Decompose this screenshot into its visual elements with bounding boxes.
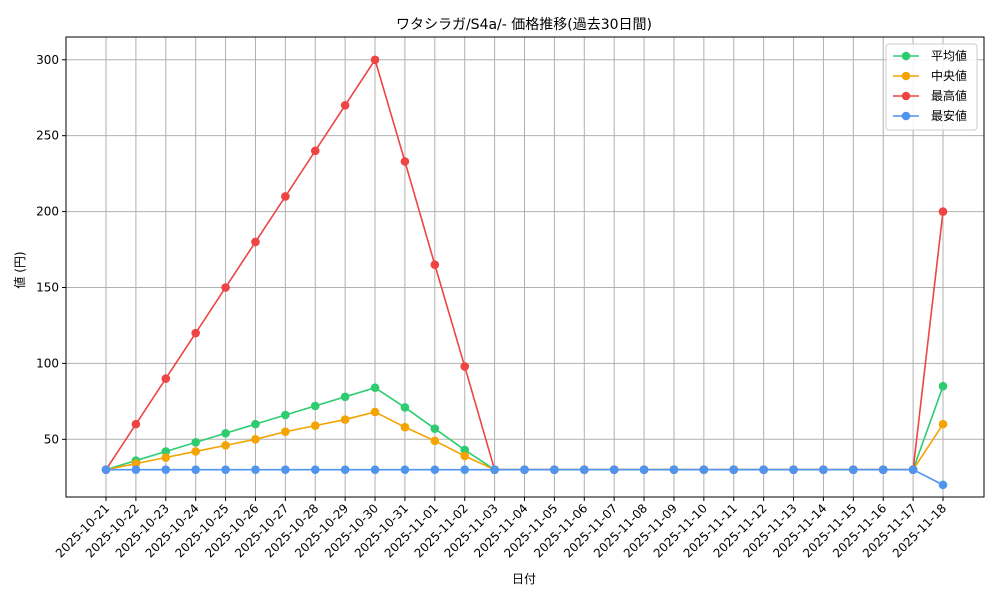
data-point bbox=[430, 424, 440, 433]
chart-title: ワタシラガ/S4a/- 価格推移(過去30日間) bbox=[396, 17, 652, 33]
data-point bbox=[460, 465, 470, 474]
data-point bbox=[520, 465, 529, 474]
data-point bbox=[400, 465, 410, 474]
legend-label: 最高値 bbox=[931, 88, 967, 103]
data-point bbox=[370, 407, 380, 417]
y-tick-label: 200 bbox=[36, 205, 59, 219]
data-point bbox=[131, 459, 141, 468]
data-point bbox=[221, 283, 230, 292]
data-point bbox=[310, 421, 320, 430]
legend-marker bbox=[901, 91, 911, 101]
y-tick-label: 50 bbox=[44, 432, 59, 446]
data-point bbox=[908, 465, 918, 474]
x-axis-title: 日付 bbox=[512, 572, 536, 586]
data-point bbox=[849, 465, 858, 474]
legend-marker bbox=[901, 71, 911, 81]
data-point bbox=[370, 55, 380, 65]
data-point bbox=[281, 465, 290, 474]
grid bbox=[66, 37, 984, 497]
data-point bbox=[221, 441, 230, 450]
x-axis-ticks: 2025-10-212025-10-222025-10-232025-10-24… bbox=[53, 497, 949, 560]
legend-label: 最安値 bbox=[931, 108, 967, 123]
data-point bbox=[251, 465, 260, 474]
data-point bbox=[251, 419, 260, 429]
data-point bbox=[400, 157, 410, 166]
data-point bbox=[579, 465, 589, 474]
data-point bbox=[400, 422, 410, 432]
data-point bbox=[161, 374, 171, 383]
data-point bbox=[191, 447, 200, 456]
legend-label: 中央値 bbox=[931, 68, 967, 83]
y-axis-title: 値 (円) bbox=[12, 251, 27, 288]
series-layer bbox=[101, 55, 948, 490]
data-point bbox=[430, 260, 440, 270]
data-point bbox=[430, 436, 440, 446]
data-point bbox=[460, 451, 470, 461]
data-point bbox=[191, 465, 200, 474]
series-最安値 bbox=[101, 465, 948, 490]
data-point bbox=[938, 480, 948, 490]
data-point bbox=[370, 383, 380, 392]
data-point bbox=[310, 146, 320, 156]
data-point bbox=[131, 419, 141, 429]
data-point bbox=[310, 401, 320, 411]
data-point bbox=[759, 465, 768, 474]
data-point bbox=[161, 465, 171, 474]
data-point bbox=[251, 435, 260, 444]
legend-label: 平均値 bbox=[931, 48, 967, 63]
y-tick-label: 150 bbox=[36, 280, 59, 294]
data-point bbox=[281, 192, 290, 201]
data-point bbox=[938, 381, 948, 391]
data-point bbox=[161, 447, 171, 456]
data-point bbox=[400, 403, 410, 412]
data-point bbox=[460, 445, 470, 455]
data-point bbox=[251, 237, 260, 247]
data-point bbox=[281, 410, 290, 420]
data-point bbox=[340, 101, 350, 110]
data-point bbox=[340, 415, 350, 424]
data-point bbox=[191, 438, 200, 447]
data-point bbox=[938, 419, 948, 429]
data-point bbox=[430, 465, 440, 474]
legend-marker bbox=[901, 51, 911, 61]
data-point bbox=[370, 465, 380, 474]
data-point bbox=[340, 465, 350, 474]
data-point bbox=[819, 465, 828, 474]
data-point bbox=[789, 465, 798, 474]
data-point bbox=[340, 392, 350, 402]
data-point bbox=[131, 465, 141, 474]
data-point bbox=[938, 207, 948, 216]
data-point bbox=[221, 428, 230, 438]
data-point bbox=[669, 465, 679, 474]
data-point bbox=[460, 362, 470, 371]
data-point bbox=[490, 465, 499, 474]
data-point bbox=[729, 465, 739, 474]
y-tick-label: 300 bbox=[36, 53, 59, 67]
legend-box bbox=[885, 43, 978, 131]
data-point bbox=[191, 328, 200, 338]
data-point bbox=[281, 427, 290, 437]
data-point bbox=[221, 465, 230, 474]
data-point bbox=[101, 465, 111, 474]
data-point bbox=[161, 453, 171, 462]
data-point bbox=[699, 465, 709, 474]
y-tick-label: 250 bbox=[36, 129, 59, 143]
data-point bbox=[878, 465, 888, 474]
y-tick-label: 100 bbox=[36, 356, 59, 370]
data-point bbox=[609, 465, 619, 474]
data-point bbox=[550, 465, 559, 474]
data-point bbox=[639, 465, 649, 474]
y-axis-ticks: 50 100 150 200 250 300 bbox=[36, 53, 66, 446]
data-point bbox=[310, 465, 320, 474]
legend-marker bbox=[901, 111, 911, 121]
